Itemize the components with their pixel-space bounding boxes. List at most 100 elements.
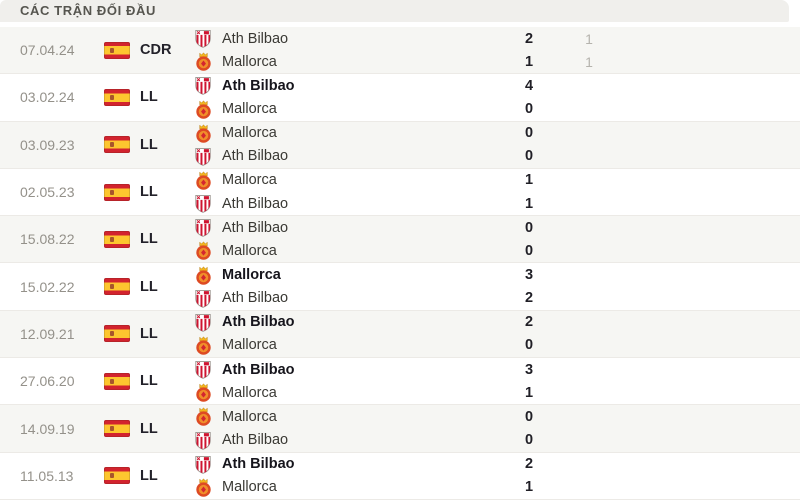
teams-cell: Mallorca 0 Ath Bilbao 0 (193, 122, 800, 168)
match-date: 03.09.23 (20, 136, 75, 153)
team-name: Mallorca (222, 242, 277, 259)
team-score: 1 (524, 195, 534, 212)
team-line: Mallorca 0 (193, 122, 800, 145)
competition-label: LL (140, 325, 158, 342)
team-name: Mallorca (222, 408, 277, 425)
competition-label: LL (140, 89, 158, 106)
team-line: Ath Bilbao 0 (193, 429, 800, 452)
mallorca-crest-icon (193, 98, 213, 120)
match-row[interactable]: 15.08.22 LL Ath Bilbao 0 Mallorca 0 (0, 216, 800, 264)
team-name: Mallorca (222, 53, 277, 70)
match-date: 07.04.24 (20, 42, 75, 59)
ath-bilbao-crest-icon (193, 287, 213, 309)
team-score: 1 (524, 53, 534, 70)
team-score: 3 (524, 267, 534, 284)
match-date: 12.09.21 (20, 325, 75, 342)
ath-bilbao-crest-icon (193, 193, 213, 215)
team-line: Mallorca 0 (193, 405, 800, 428)
mallorca-crest-icon (193, 476, 213, 498)
team-name: Ath Bilbao (222, 195, 289, 212)
mallorca-crest-icon (193, 382, 213, 404)
mallorca-crest-icon (193, 240, 213, 262)
team-name: Mallorca (222, 267, 281, 284)
team-line: Ath Bilbao 3 (193, 358, 800, 381)
competition-label: LL (140, 231, 158, 248)
spain-flag-icon (104, 41, 130, 59)
team-name: Mallorca (222, 337, 277, 354)
ath-bilbao-crest-icon (193, 217, 213, 239)
team-line: Ath Bilbao 2 (193, 453, 800, 476)
match-row[interactable]: 14.09.19 LL Mallorca 0 Ath Bilbao 0 (0, 405, 800, 453)
team-name: Mallorca (222, 101, 277, 117)
spain-flag-icon (104, 88, 130, 106)
team-score: 0 (524, 337, 534, 354)
mallorca-crest-icon (193, 122, 213, 144)
team-score: 3 (524, 361, 534, 378)
team-score: 0 (524, 408, 534, 425)
team-name: Ath Bilbao (222, 314, 295, 331)
team-line: Ath Bilbao 1 (193, 192, 800, 215)
match-date: 14.09.19 (20, 420, 75, 437)
team-name: Ath Bilbao (222, 432, 289, 449)
teams-cell: Ath Bilbao 0 Mallorca 0 (193, 216, 800, 262)
ath-bilbao-crest-icon (193, 429, 213, 451)
team-score: 4 (524, 77, 534, 94)
competition-cell: LL (104, 358, 193, 404)
team-line: Mallorca 0 (193, 239, 800, 262)
team-name: Ath Bilbao (222, 219, 289, 236)
match-date: 02.05.23 (20, 184, 75, 201)
match-row[interactable]: 11.05.13 LL Ath Bilbao 2 Mallorca 1 (0, 452, 800, 500)
competition-cell: LL (104, 405, 193, 451)
spain-flag-icon (104, 372, 130, 390)
team-line: Mallorca 1 (193, 476, 800, 499)
team-score: 0 (524, 242, 534, 259)
competition-cell: LL (104, 74, 193, 120)
team-score: 1 (524, 479, 534, 496)
competition-cell: CDR (104, 27, 193, 73)
ath-bilbao-crest-icon (193, 145, 213, 167)
team-score: 2 (524, 30, 534, 47)
team-line: Mallorca 1 1 (193, 50, 800, 73)
match-row[interactable]: 03.02.24 LL Ath Bilbao 4 Mallorca 0 (0, 74, 800, 122)
match-row[interactable]: 12.09.21 LL Ath Bilbao 2 Mallorca 0 (0, 310, 800, 359)
mallorca-crest-icon (193, 264, 213, 286)
team-line: Ath Bilbao 2 (193, 287, 800, 310)
spain-flag-icon (104, 183, 130, 201)
team-score-secondary: 1 (585, 53, 593, 70)
team-line: Mallorca 1 (193, 169, 800, 192)
match-date: 27.06.20 (20, 373, 75, 390)
team-name: Mallorca (222, 172, 277, 189)
teams-cell: Ath Bilbao 2 Mallorca 1 (193, 453, 800, 499)
match-date: 11.05.13 (20, 467, 74, 484)
competition-label: LL (140, 184, 158, 201)
team-score: 0 (524, 148, 534, 165)
match-row[interactable]: 03.09.23 LL Mallorca 0 Ath Bilbao 0 (0, 121, 800, 169)
match-row[interactable]: 07.04.24 CDR Ath Bilbao 2 1 Mallorca 1 1 (0, 27, 800, 75)
match-date: 15.08.22 (20, 231, 75, 248)
teams-cell: Ath Bilbao 3 Mallorca 1 (193, 358, 800, 404)
competition-cell: LL (104, 216, 193, 262)
spain-flag-icon (104, 278, 130, 296)
competition-cell: LL (104, 263, 193, 309)
spain-flag-icon (104, 136, 130, 154)
team-score: 1 (524, 172, 534, 189)
spain-flag-icon (104, 230, 130, 248)
spain-flag-icon (104, 325, 130, 343)
team-name: Mallorca (222, 125, 277, 142)
match-row[interactable]: 02.05.23 LL Mallorca 1 Ath Bilbao 1 (0, 168, 800, 217)
match-row[interactable]: 27.06.20 LL Ath Bilbao 3 Mallorca 1 (0, 358, 800, 406)
team-score: 2 (524, 456, 534, 473)
team-name: Ath Bilbao (222, 77, 295, 94)
team-name: Ath Bilbao (222, 148, 289, 165)
team-name: Ath Bilbao (222, 290, 289, 307)
team-score: 2 (524, 290, 534, 307)
teams-cell: Mallorca 3 Ath Bilbao 2 (193, 263, 800, 309)
team-name: Ath Bilbao (222, 30, 289, 47)
mallorca-crest-icon (193, 169, 213, 191)
teams-cell: Mallorca 0 Ath Bilbao 0 (193, 405, 800, 451)
team-score: 2 (524, 314, 534, 331)
match-row[interactable]: 15.02.22 LL Mallorca 3 Ath Bilbao 2 (0, 263, 800, 311)
team-score: 0 (524, 432, 534, 449)
team-score: 0 (524, 101, 534, 117)
